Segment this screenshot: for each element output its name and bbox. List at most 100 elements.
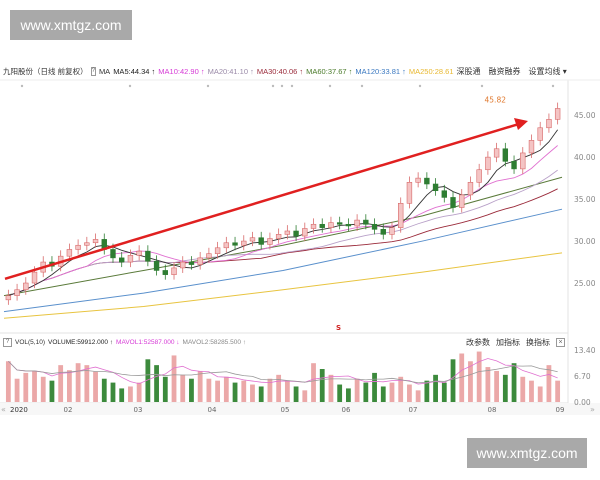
candle-body	[258, 237, 264, 245]
scroll-left-icon[interactable]: «	[1, 405, 6, 414]
candlestick	[424, 172, 430, 190]
candlestick	[511, 155, 517, 174]
volume-bar	[23, 372, 29, 402]
scroll-right-icon[interactable]: »	[590, 405, 595, 414]
volume-bar	[450, 359, 456, 402]
volume-bar	[154, 365, 159, 402]
price-tick-label: 45.00	[574, 111, 596, 120]
ma-legend-item: MA5:44.34 ↑	[113, 67, 156, 76]
candle-body	[336, 222, 343, 225]
candlestick	[415, 172, 421, 188]
volume-bar	[206, 378, 212, 402]
candle-body	[302, 228, 308, 237]
switch-indicator-button[interactable]: 换指标	[526, 338, 550, 347]
candlestick	[162, 264, 168, 280]
candle-body	[110, 249, 116, 259]
x-tick-label: 2020	[10, 406, 28, 414]
volume-bar	[250, 384, 255, 402]
volume-tick-label: 13.40	[574, 346, 596, 355]
volume-bar	[389, 382, 395, 402]
candle-body	[119, 257, 125, 263]
edit-params-button[interactable]: 改参数	[466, 338, 490, 347]
ma60-line	[3, 176, 563, 297]
volume-bar	[110, 382, 116, 402]
volume-bar	[485, 367, 491, 402]
candlestick	[380, 223, 386, 240]
candle-body	[441, 190, 447, 198]
candle-body	[328, 222, 334, 228]
candle-body	[162, 270, 168, 275]
event-marker-icon	[360, 84, 364, 88]
candlestick	[389, 221, 395, 240]
candlestick	[485, 151, 491, 175]
volume-bar	[537, 386, 543, 402]
high-price-annotation: 45.82	[485, 95, 507, 104]
candlestick	[75, 239, 81, 255]
close-indicator-icon[interactable]: ×	[556, 338, 565, 347]
candle-body	[188, 261, 195, 265]
event-marker-icon	[290, 84, 294, 88]
volume-tick-label: 0.00	[574, 398, 591, 407]
event-marker-icon	[418, 84, 422, 88]
volume-bar	[119, 388, 125, 402]
link-margin-trading[interactable]: 融资融券	[488, 67, 521, 76]
x-tick-label: 08	[488, 406, 497, 414]
ma-legend-item: MA10:42.90 ↑	[158, 67, 205, 76]
volume-bar	[162, 376, 168, 402]
candlestick	[354, 214, 360, 231]
candle-body	[554, 108, 561, 120]
volume-legend-item: VOLUME:59912.000 ↑	[48, 339, 114, 346]
ma120-line	[3, 208, 563, 313]
volume-bar	[520, 376, 526, 402]
volume-bar	[380, 386, 386, 402]
candle-body	[537, 127, 543, 141]
candle-body	[398, 203, 404, 228]
volume-help-icon[interactable]: ?	[3, 338, 12, 347]
price-tick-label: 35.00	[574, 195, 596, 204]
candlestick	[188, 256, 195, 270]
link-hk-connect[interactable]: 深股通	[456, 67, 481, 76]
volume-bar	[267, 378, 273, 402]
x-tick-label: 04	[208, 406, 217, 414]
candlestick	[145, 245, 151, 267]
event-marker-icon	[20, 84, 24, 88]
volume-bar	[311, 363, 316, 402]
candle-body	[380, 229, 386, 235]
volume-bar	[145, 359, 151, 402]
candlestick	[153, 255, 160, 276]
volume-bar	[189, 378, 194, 402]
set-ma-dropdown[interactable]: 设置均线 ▾	[528, 67, 567, 76]
volume-legend-item: MAVOL1:52587.000 ↓	[116, 339, 180, 346]
candle-body	[467, 182, 474, 196]
volume-bar	[180, 374, 186, 402]
candle-body	[520, 152, 526, 170]
volume-bar	[502, 374, 508, 402]
candlestick	[206, 247, 212, 263]
mavol1-line	[8, 358, 558, 385]
candle-body	[476, 169, 482, 183]
candle-body	[310, 223, 317, 229]
candlestick	[450, 191, 456, 213]
candlestick	[275, 228, 282, 244]
volume-bar	[441, 382, 447, 402]
candlestick	[554, 102, 561, 125]
candle-body	[92, 239, 99, 244]
help-icon[interactable]: ?	[90, 67, 96, 76]
candle-body	[459, 194, 465, 208]
candlestick	[23, 277, 29, 295]
candlestick	[171, 262, 177, 280]
candle-body	[197, 257, 203, 265]
volume-bar	[529, 380, 534, 402]
candle-body	[31, 271, 38, 284]
volume-bar	[258, 386, 264, 402]
volume-bar	[555, 380, 561, 402]
candle-body	[450, 197, 456, 208]
watermark-text: www.xmtgz.com	[476, 445, 578, 461]
volume-bar	[372, 372, 377, 402]
ma-legend-item: MA30:40.06 ↑	[256, 67, 304, 76]
price-tick-label: 25.00	[574, 279, 596, 288]
add-indicator-button[interactable]: 加指标	[496, 338, 520, 347]
candlestick	[345, 218, 352, 231]
volume-bar	[223, 376, 229, 402]
